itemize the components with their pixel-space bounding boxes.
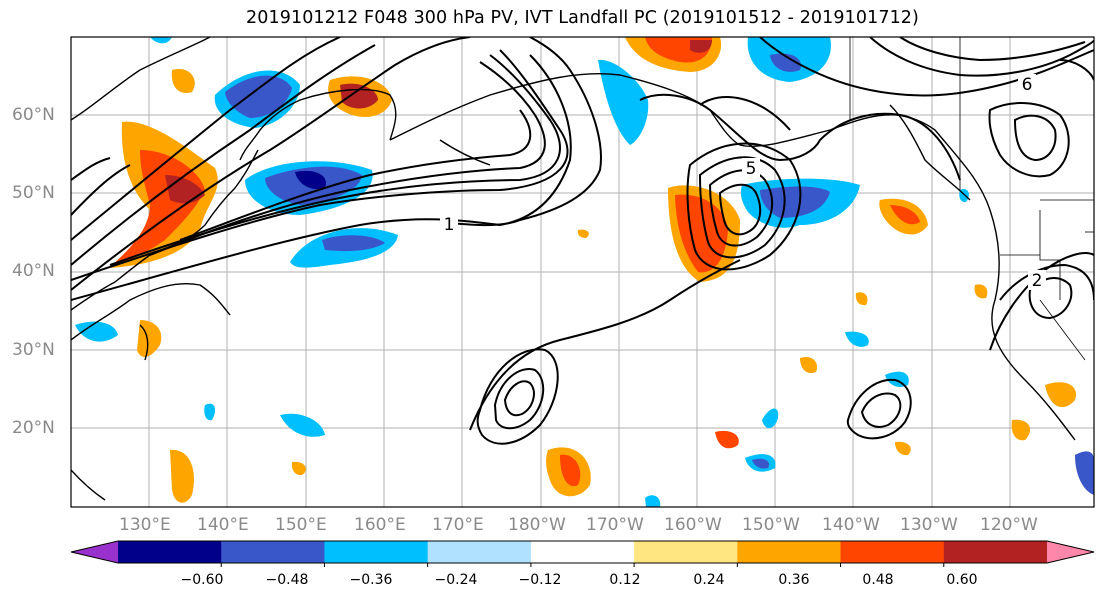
lon-label: 140°W [822, 515, 880, 535]
colorbar-segment [943, 541, 1048, 563]
colorbar-segment [324, 541, 429, 563]
lon-label: 170°E [432, 515, 484, 535]
colorbar-segment [634, 541, 738, 563]
lon-label: 130°W [900, 515, 958, 535]
lat-label-60n: 60°N [12, 105, 55, 125]
borders [849, 37, 1094, 361]
lat-label-50n: 50°N [12, 183, 55, 203]
colorbar-tick: −0.36 [349, 572, 393, 588]
contour-labels: 1 5 2 6 [440, 74, 1046, 291]
colorbar-tick: 0.48 [862, 572, 894, 588]
ivt-contours [71, 37, 1094, 445]
colorbar-tick: 0.24 [693, 572, 725, 588]
contour-label-1: 1 [444, 215, 455, 235]
colorbar-segment [221, 541, 325, 563]
colorbar-tick: 0.12 [609, 572, 641, 588]
contour-label-6: 6 [1022, 75, 1033, 95]
colorbar-outline [70, 540, 1095, 564]
contour-label-2: 2 [1032, 271, 1043, 291]
colorbar-tick: 0.36 [778, 572, 810, 588]
lon-label: 160°W [664, 515, 722, 535]
colorbar-segment [118, 541, 222, 563]
lat-label-20n: 20°N [12, 418, 55, 438]
lon-label: 140°E [197, 515, 249, 535]
colorbar-segment [737, 541, 842, 563]
lat-label-30n: 30°N [12, 340, 55, 360]
lon-label: 180°W [508, 515, 566, 535]
colorbar [70, 540, 1095, 567]
contour-label-5: 5 [746, 159, 757, 179]
colorbar-extend-high [1047, 541, 1094, 563]
lat-label-40n: 40°N [12, 261, 55, 281]
colorbar-segment [427, 541, 532, 563]
lon-label: 150°W [742, 515, 800, 535]
colorbar-tick: 0.60 [946, 572, 978, 588]
colorbar-extend-low [71, 541, 118, 563]
colorbar-tick: −0.24 [434, 572, 478, 588]
colorbar-segment [840, 541, 945, 563]
colorbar-tick: −0.60 [180, 572, 224, 588]
map-title: 2019101212 F048 300 hPa PV, IVT Landfall… [246, 8, 919, 28]
lon-label: 170°W [586, 515, 644, 535]
colorbar-segment [530, 541, 635, 563]
lon-label: 150°E [275, 515, 327, 535]
colorbar-tick: −0.12 [518, 572, 562, 588]
lon-label: 160°E [354, 515, 406, 535]
lon-label: 130°E [119, 515, 171, 535]
map-frame [70, 36, 1095, 508]
colorbar-tick: −0.48 [265, 572, 309, 588]
lon-label: 120°W [980, 515, 1038, 535]
